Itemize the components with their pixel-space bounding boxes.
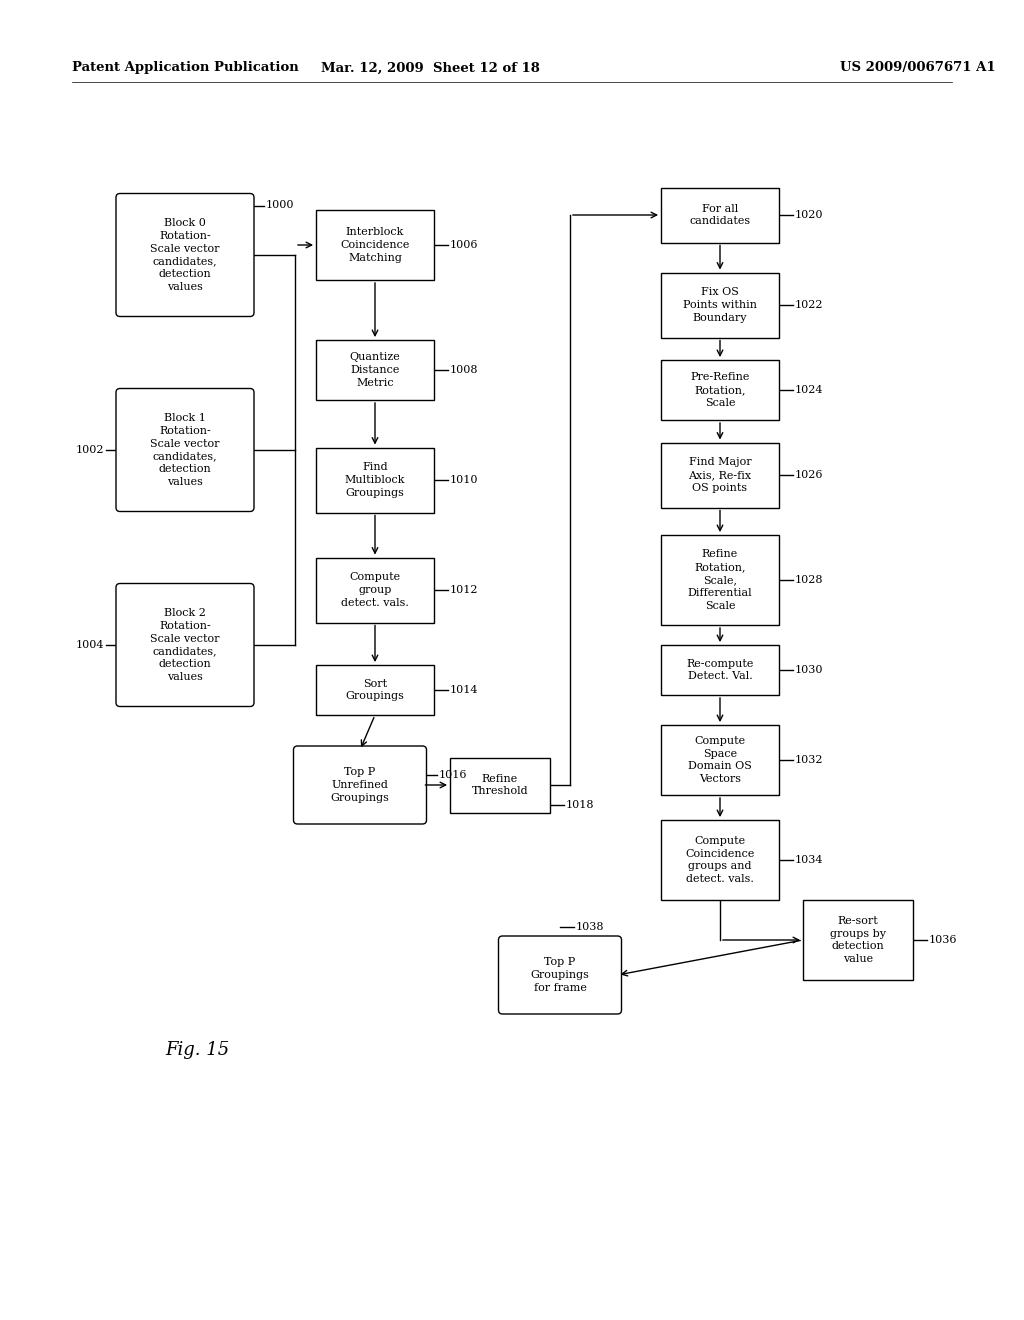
Text: 1020: 1020	[795, 210, 823, 220]
FancyBboxPatch shape	[662, 272, 779, 338]
Text: Sort
Groupings: Sort Groupings	[345, 678, 404, 701]
Text: 1030: 1030	[795, 665, 823, 675]
Text: Block 2
Rotation-
Scale vector
candidates,
detection
values: Block 2 Rotation- Scale vector candidate…	[151, 609, 220, 682]
FancyBboxPatch shape	[662, 725, 779, 795]
FancyBboxPatch shape	[316, 447, 434, 512]
FancyBboxPatch shape	[499, 936, 622, 1014]
Text: Refine
Threshold: Refine Threshold	[472, 774, 528, 796]
FancyBboxPatch shape	[116, 388, 254, 511]
FancyBboxPatch shape	[450, 758, 550, 813]
Text: 1032: 1032	[795, 755, 823, 766]
FancyBboxPatch shape	[116, 583, 254, 706]
Text: 1016: 1016	[438, 770, 467, 780]
Text: Mar. 12, 2009  Sheet 12 of 18: Mar. 12, 2009 Sheet 12 of 18	[321, 62, 540, 74]
Text: 1010: 1010	[450, 475, 478, 484]
Text: Pre-Refine
Rotation,
Scale: Pre-Refine Rotation, Scale	[690, 372, 750, 408]
Text: Fig. 15: Fig. 15	[165, 1041, 229, 1059]
Text: Patent Application Publication: Patent Application Publication	[72, 62, 299, 74]
Text: 1024: 1024	[795, 385, 823, 395]
Text: 1006: 1006	[450, 240, 478, 249]
FancyBboxPatch shape	[316, 557, 434, 623]
Text: Block 1
Rotation-
Scale vector
candidates,
detection
values: Block 1 Rotation- Scale vector candidate…	[151, 413, 220, 487]
Text: 1004: 1004	[76, 640, 104, 649]
Text: Refine
Rotation,
Scale,
Differential
Scale: Refine Rotation, Scale, Differential Sca…	[688, 549, 753, 611]
Text: 1012: 1012	[450, 585, 478, 595]
Text: 1038: 1038	[575, 921, 604, 932]
FancyBboxPatch shape	[662, 442, 779, 507]
Text: 1018: 1018	[566, 800, 595, 809]
FancyBboxPatch shape	[662, 535, 779, 624]
Text: Find Major
Axis, Re-fix
OS points: Find Major Axis, Re-fix OS points	[688, 457, 752, 492]
FancyBboxPatch shape	[316, 341, 434, 400]
Text: US 2009/0067671 A1: US 2009/0067671 A1	[840, 62, 995, 74]
Text: 1036: 1036	[929, 935, 957, 945]
Text: 1014: 1014	[450, 685, 478, 696]
Text: 1034: 1034	[795, 855, 823, 865]
FancyBboxPatch shape	[294, 746, 427, 824]
Text: Fix OS
Points within
Boundary: Fix OS Points within Boundary	[683, 288, 757, 323]
FancyBboxPatch shape	[316, 665, 434, 715]
Text: Compute
Space
Domain OS
Vectors: Compute Space Domain OS Vectors	[688, 735, 752, 784]
Text: Find
Multiblock
Groupings: Find Multiblock Groupings	[345, 462, 406, 498]
Text: 1026: 1026	[795, 470, 823, 480]
FancyBboxPatch shape	[662, 645, 779, 696]
Text: Top P
Unrefined
Groupings: Top P Unrefined Groupings	[331, 767, 389, 803]
FancyBboxPatch shape	[316, 210, 434, 280]
Text: Interblock
Coincidence
Matching: Interblock Coincidence Matching	[340, 227, 410, 263]
Text: For all
candidates: For all candidates	[689, 203, 751, 227]
Text: 1008: 1008	[450, 366, 478, 375]
FancyBboxPatch shape	[662, 187, 779, 243]
Text: 1002: 1002	[76, 445, 104, 455]
Text: Re-compute
Detect. Val.: Re-compute Detect. Val.	[686, 659, 754, 681]
Text: 1000: 1000	[266, 201, 295, 210]
Text: Re-sort
groups by
detection
value: Re-sort groups by detection value	[830, 916, 886, 964]
Text: Block 0
Rotation-
Scale vector
candidates,
detection
values: Block 0 Rotation- Scale vector candidate…	[151, 218, 220, 292]
FancyBboxPatch shape	[116, 194, 254, 317]
Text: Quantize
Distance
Metric: Quantize Distance Metric	[349, 352, 400, 388]
Text: Compute
group
detect. vals.: Compute group detect. vals.	[341, 572, 409, 607]
FancyBboxPatch shape	[662, 820, 779, 900]
Text: 1028: 1028	[795, 576, 823, 585]
Text: 1022: 1022	[795, 300, 823, 310]
FancyBboxPatch shape	[803, 900, 913, 979]
Text: Compute
Coincidence
groups and
detect. vals.: Compute Coincidence groups and detect. v…	[685, 836, 755, 884]
FancyBboxPatch shape	[662, 360, 779, 420]
Text: Top P
Groupings
for frame: Top P Groupings for frame	[530, 957, 590, 993]
